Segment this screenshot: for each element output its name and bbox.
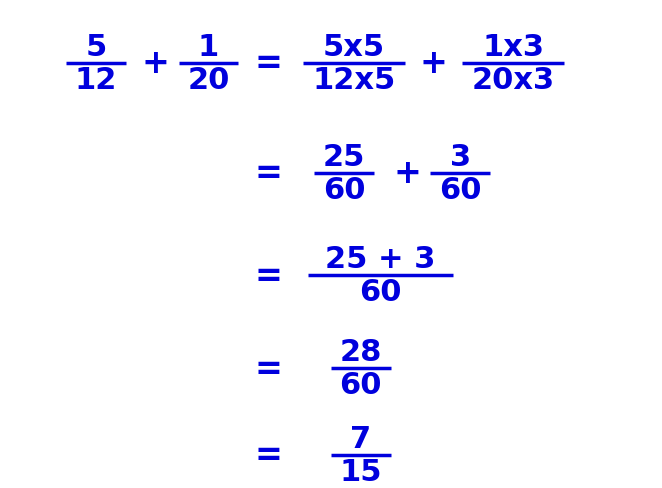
Text: 60: 60 xyxy=(439,175,481,204)
Text: 1: 1 xyxy=(198,33,219,61)
Text: 3: 3 xyxy=(449,142,471,171)
Text: 5x5: 5x5 xyxy=(323,33,385,61)
Text: 12: 12 xyxy=(75,65,117,94)
Text: 15: 15 xyxy=(340,457,382,486)
Text: =: = xyxy=(254,157,282,190)
Text: 25 + 3: 25 + 3 xyxy=(326,245,436,274)
Text: +: + xyxy=(393,157,421,190)
Text: 25: 25 xyxy=(323,142,365,171)
Text: =: = xyxy=(254,352,282,385)
Text: +: + xyxy=(420,47,448,80)
Text: 60: 60 xyxy=(340,370,382,399)
Text: 12x5: 12x5 xyxy=(312,65,396,94)
Text: 5: 5 xyxy=(85,33,107,61)
Text: 20x3: 20x3 xyxy=(471,65,555,94)
Text: 20: 20 xyxy=(187,65,230,94)
Text: 28: 28 xyxy=(340,338,382,366)
Text: 60: 60 xyxy=(323,175,365,204)
Text: =: = xyxy=(254,47,282,80)
Text: =: = xyxy=(254,438,282,471)
Text: 7: 7 xyxy=(350,424,371,453)
Text: +: + xyxy=(142,47,169,80)
Text: =: = xyxy=(254,259,282,292)
Text: 1x3: 1x3 xyxy=(482,33,544,61)
Text: 60: 60 xyxy=(359,278,402,306)
